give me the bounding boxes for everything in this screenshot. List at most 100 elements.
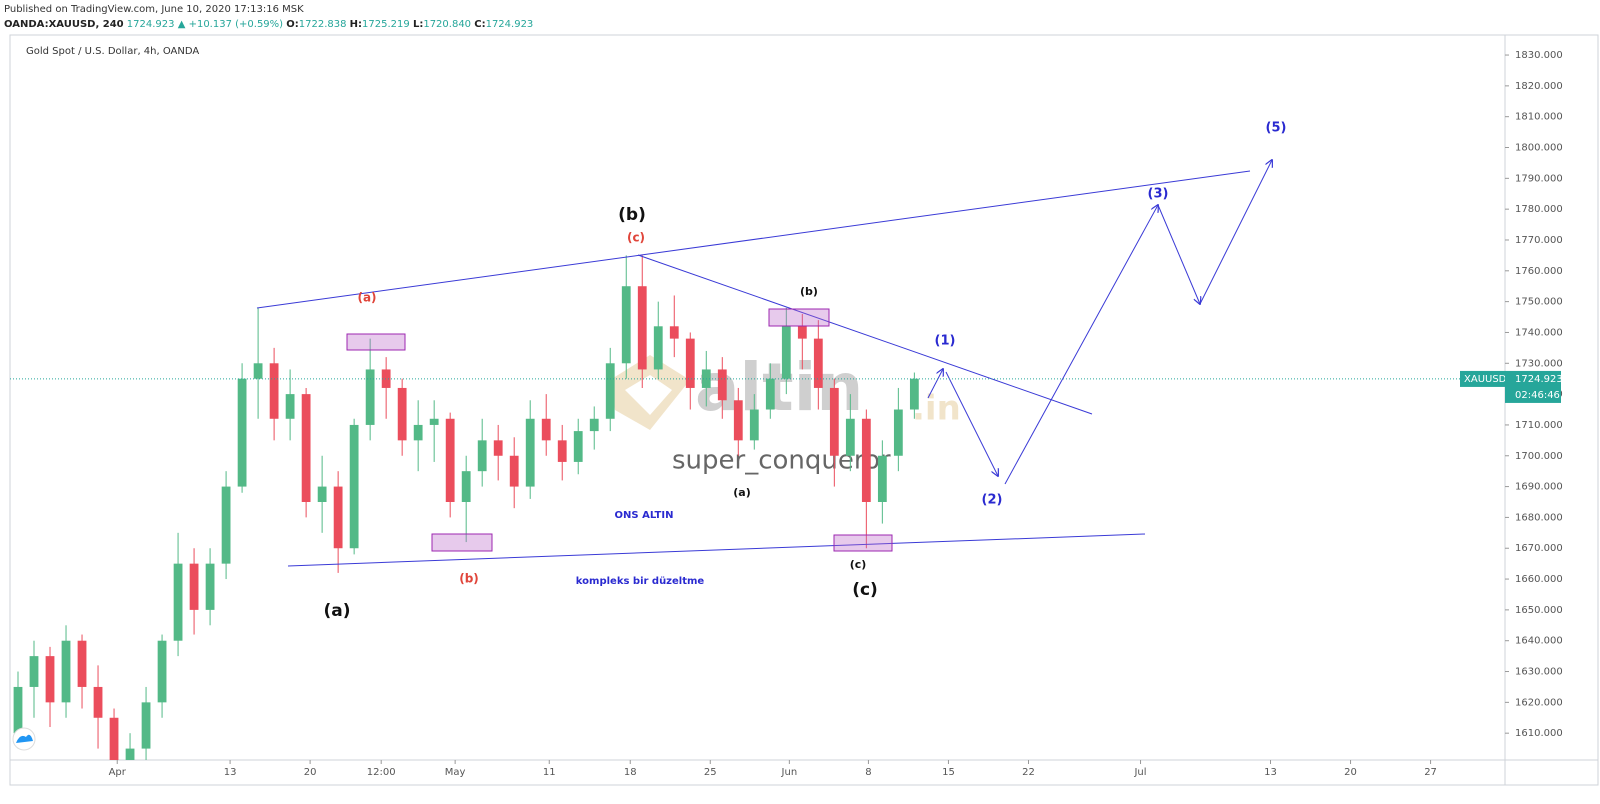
candle-body (461, 471, 471, 502)
candle-body (45, 656, 55, 703)
published: Published on TradingView.com, June 10, 2… (4, 4, 304, 15)
candle-body (829, 387, 839, 456)
h: 1725.219 (362, 19, 410, 30)
symbol-info: OANDA:XAUUSD, 240 1724.923 ▲ +10.137 (+0… (4, 19, 533, 30)
price-tag-value: 1724.923 (1515, 374, 1563, 385)
symbol: OANDA:XAUUSD, 240 (4, 19, 124, 30)
candle-body (733, 400, 743, 441)
y-tick-label: 1650.000 (1515, 605, 1563, 616)
y-tick-label: 1620.000 (1515, 697, 1563, 708)
annotation: (a) (733, 486, 750, 499)
y-tick-label: 1740.000 (1515, 327, 1563, 338)
watermark: altin .in (610, 349, 961, 430)
candle-body (765, 378, 775, 410)
candle-body (13, 686, 23, 734)
candle-body (269, 363, 279, 419)
candle-body (349, 424, 359, 549)
x-tick-label: 18 (624, 767, 637, 778)
h-label: H: (350, 19, 362, 30)
candle-body (61, 640, 71, 703)
c: 1724.923 (486, 19, 534, 30)
annotation: (5) (1266, 121, 1287, 136)
candle-body (141, 702, 151, 749)
candle-body (381, 369, 391, 388)
candle-body (237, 378, 247, 487)
x-tick-label: 27 (1424, 767, 1437, 778)
logo-shape (610, 355, 690, 430)
y-tick-label: 1810.000 (1515, 112, 1563, 123)
candle-body (573, 431, 583, 462)
x-tick-label: 11 (543, 767, 556, 778)
candle-body (77, 640, 87, 687)
y-tick-label: 1710.000 (1515, 420, 1563, 431)
y-tick-label: 1770.000 (1515, 235, 1563, 246)
lower-trendline (287, 533, 1146, 567)
y-tick-label: 1750.000 (1515, 297, 1563, 308)
candle-body (493, 440, 503, 456)
x-tick-label: 15 (942, 767, 955, 778)
y-tick-label: 1800.000 (1515, 143, 1563, 154)
change: ▲ +10.137 (+0.59%) (178, 19, 283, 30)
x-tick-label: Apr (109, 767, 127, 778)
y-tick-label: 1670.000 (1515, 543, 1563, 554)
y-tick-label: 1730.000 (1515, 358, 1563, 369)
o-label: O: (286, 19, 299, 30)
annotation: (b) (459, 572, 479, 586)
box (346, 333, 406, 351)
candle-body (637, 286, 647, 370)
candle-body (221, 486, 231, 564)
candle-body (813, 338, 823, 388)
price-tag-bg (1460, 370, 1505, 387)
candle-body (253, 363, 263, 379)
candle-body (205, 563, 215, 610)
candle-body (669, 326, 679, 339)
candle-body (157, 640, 167, 703)
l: 1720.840 (423, 19, 471, 30)
y-tick-label: 1640.000 (1515, 636, 1563, 647)
drawings (256, 160, 1272, 567)
annotation: (c) (627, 231, 645, 245)
candle-body (861, 418, 871, 502)
countdown: 02:46:46 (1515, 390, 1560, 401)
x-tick-label: 13 (1264, 767, 1277, 778)
candle-body (909, 378, 919, 410)
x-tick-label: 20 (1344, 767, 1357, 778)
candle-body (429, 418, 439, 425)
annotation: (c) (850, 558, 867, 571)
annotation: (b) (800, 285, 818, 298)
y-tick-label: 1830.000 (1515, 50, 1563, 61)
upper-trendline (256, 170, 1251, 309)
candle-body (605, 363, 615, 419)
candle-body (189, 563, 199, 610)
box (833, 534, 893, 552)
x-tick-label: May (445, 767, 466, 778)
x-tick-label: Jun (781, 767, 798, 778)
logo-cut (625, 375, 672, 415)
candle-body (285, 394, 295, 419)
y-tick-label: 1820.000 (1515, 81, 1563, 92)
candle-body (685, 338, 695, 388)
candle-body (541, 418, 551, 441)
y-tick-label: 1700.000 (1515, 451, 1563, 462)
boxes (346, 308, 893, 552)
annotation: (3) (1148, 187, 1169, 202)
last: 1724.923 (127, 19, 175, 30)
candle-body (749, 409, 759, 441)
candle-body (333, 486, 343, 549)
price-tag (1505, 370, 1561, 403)
annotation: (1) (935, 334, 956, 349)
x-tick-label: Jul (1133, 767, 1146, 778)
candle-body (589, 418, 599, 432)
candle-body (29, 656, 39, 687)
candle-body (781, 326, 791, 379)
y-tick-label: 1780.000 (1515, 204, 1563, 215)
y-tick-label: 1610.000 (1515, 728, 1563, 739)
candle-body (621, 286, 631, 364)
annotation: ONS ALTIN (615, 510, 674, 521)
annotation: kompleks bir düzeltme (576, 576, 705, 587)
candle-body (173, 563, 183, 641)
candle-body (93, 686, 103, 718)
box (768, 308, 830, 327)
